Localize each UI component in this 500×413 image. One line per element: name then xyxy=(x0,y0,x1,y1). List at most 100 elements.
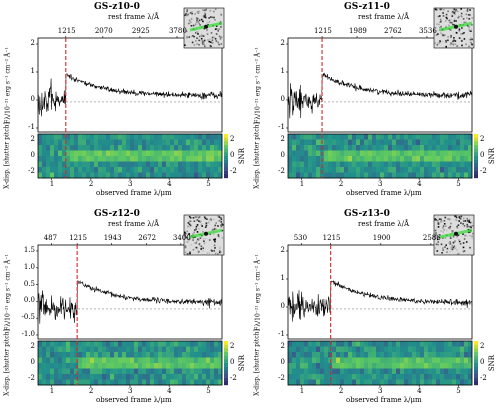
snr-cell xyxy=(368,368,373,375)
snr-cell xyxy=(214,145,219,151)
snr-cell xyxy=(62,363,67,369)
snr-cell xyxy=(58,156,63,162)
inset-pixel xyxy=(440,8,443,11)
snr-cell xyxy=(62,368,67,375)
snr-cell xyxy=(82,363,87,369)
snr-cell xyxy=(340,379,345,386)
snr-cell xyxy=(174,341,179,347)
snr-cell xyxy=(396,172,401,179)
snr-cell xyxy=(436,374,441,380)
inset-pixel xyxy=(468,218,471,221)
snr-cell xyxy=(464,363,469,369)
snr-colorbar-seg xyxy=(474,137,478,142)
inset-pixel xyxy=(196,31,198,34)
inset-pixel xyxy=(215,222,217,224)
snr-cell xyxy=(70,167,75,173)
snr-cell xyxy=(424,139,429,146)
snr-cell xyxy=(304,352,309,358)
snr-cell xyxy=(428,379,433,386)
snr-cell xyxy=(186,139,191,146)
snr-cell xyxy=(312,346,317,353)
snr-cell xyxy=(296,150,301,157)
snr-cell xyxy=(412,156,417,162)
snr-cell xyxy=(46,352,51,358)
snr-cell xyxy=(468,357,473,364)
snr-cell xyxy=(360,357,365,364)
snr-cell xyxy=(78,368,83,375)
snr-cell xyxy=(122,172,127,179)
snr-cell xyxy=(316,161,321,168)
snr-tick-label: 0 xyxy=(230,151,235,159)
snr-cell xyxy=(214,357,219,364)
obs-tick-label: 3 xyxy=(378,387,383,395)
snr-cell xyxy=(448,368,453,375)
inset-pixel xyxy=(220,226,223,228)
snr-cell xyxy=(198,134,203,140)
snr-cell xyxy=(46,172,51,179)
snr-cell xyxy=(408,346,413,353)
snr-cell xyxy=(328,161,333,168)
inset-pixel xyxy=(440,243,443,246)
snr-cell xyxy=(130,139,135,146)
snr-cell xyxy=(118,161,123,168)
snr-cell xyxy=(464,172,469,179)
snr-cell xyxy=(416,161,421,168)
snr-cell xyxy=(62,161,67,168)
snr-cell xyxy=(54,368,59,375)
snr-cell xyxy=(400,156,405,162)
snr-cell xyxy=(66,341,71,347)
snr-cell xyxy=(38,374,43,380)
inset-pixel xyxy=(189,252,191,255)
snr-cell xyxy=(110,172,115,179)
snr-cell xyxy=(42,363,47,369)
snr-cell xyxy=(456,368,461,375)
snr-cell xyxy=(464,167,469,173)
inset-pixel xyxy=(220,36,223,38)
inset-pixel xyxy=(468,18,471,20)
snr-cell xyxy=(340,341,345,347)
snr-cell xyxy=(420,363,425,369)
snr-cell xyxy=(336,172,341,179)
snr-cell xyxy=(392,363,397,369)
snr-cell xyxy=(312,363,317,369)
snr-cell xyxy=(300,145,305,151)
snr-cell xyxy=(130,161,135,168)
snr-cell xyxy=(372,156,377,162)
inset-pixel xyxy=(449,243,452,245)
snr-cell xyxy=(320,346,325,353)
snr-cell xyxy=(162,172,167,179)
snr-cell xyxy=(114,150,119,157)
snr-colorbar-seg xyxy=(474,374,478,378)
snr-cell xyxy=(90,363,95,369)
inset-pixel xyxy=(199,24,201,26)
snr-cell xyxy=(178,150,183,157)
snr-cell xyxy=(428,156,433,162)
snr-cell xyxy=(404,341,409,347)
inset-pixel xyxy=(440,230,442,232)
snr-cell xyxy=(468,145,473,151)
snr-cell xyxy=(344,346,349,353)
snr-cell xyxy=(440,161,445,168)
snr-cell xyxy=(380,172,385,179)
snr-cell xyxy=(178,134,183,140)
snr-cell xyxy=(98,156,103,162)
snr-cell xyxy=(396,357,401,364)
inset-pixel xyxy=(462,250,465,253)
snr-cell xyxy=(420,352,425,358)
snr-cell xyxy=(420,145,425,151)
obs-tick-label: 2 xyxy=(88,180,94,188)
inset-pixel xyxy=(194,215,196,218)
snr-cell xyxy=(194,167,199,173)
snr-cell xyxy=(102,379,107,386)
snr-cell xyxy=(292,134,297,140)
inset-pixel xyxy=(195,17,198,19)
inset-pixel xyxy=(437,15,440,18)
inset-pixel xyxy=(213,250,215,252)
snr-cell xyxy=(170,161,175,168)
snr-cell xyxy=(154,161,159,168)
snr-cell xyxy=(456,156,461,162)
snr-cell xyxy=(102,150,107,157)
inset-pixel xyxy=(459,218,462,220)
inset-pixel xyxy=(192,239,194,241)
snr-cell xyxy=(178,374,183,380)
